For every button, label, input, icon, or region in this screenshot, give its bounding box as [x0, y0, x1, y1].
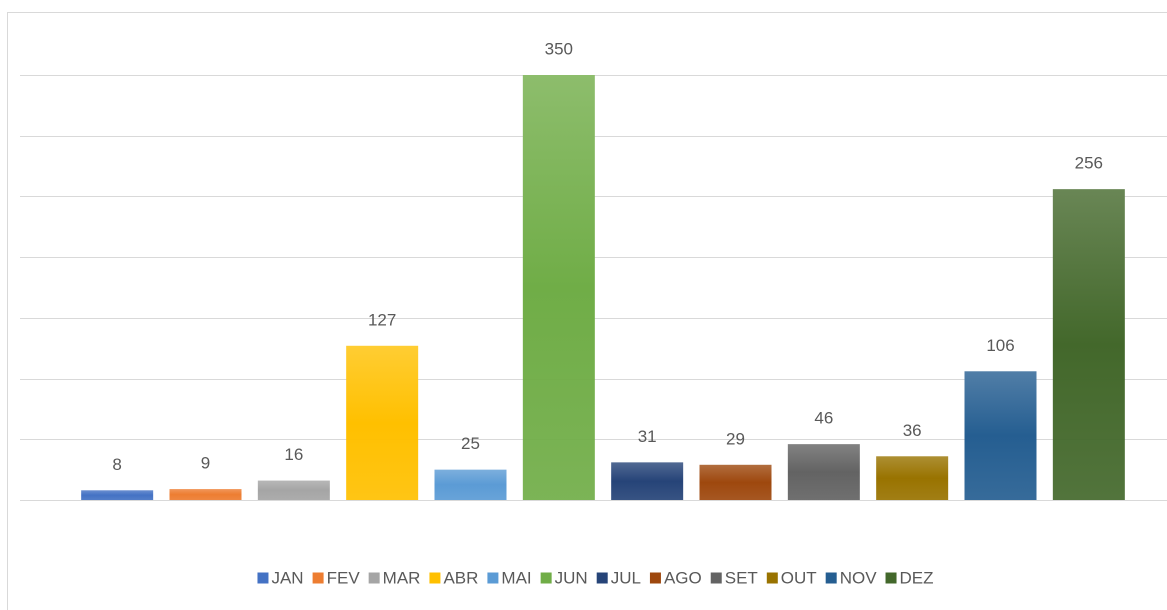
legend-swatch [649, 572, 661, 584]
bar [434, 469, 507, 500]
legend-swatch [825, 572, 837, 584]
legend-swatch [257, 572, 269, 584]
legend-label: DEZ [900, 568, 934, 587]
data-label: 29 [726, 429, 745, 448]
bar [346, 345, 419, 500]
bar [787, 444, 860, 500]
data-label: 256 [1075, 154, 1103, 173]
bar [1052, 189, 1125, 500]
legend-label: MAR [383, 568, 421, 587]
data-label: 25 [461, 434, 480, 453]
legend-label: JAN [271, 568, 303, 587]
data-label: 9 [201, 454, 210, 473]
data-label: 350 [545, 39, 573, 58]
legend-swatch [312, 572, 324, 584]
legend-label: MAI [501, 568, 531, 587]
data-label: 36 [903, 421, 922, 440]
bar [257, 480, 330, 500]
legend-label: SET [725, 568, 758, 587]
data-label: 16 [284, 445, 303, 464]
legend-swatch [368, 572, 380, 584]
bar [522, 75, 595, 500]
legend-label: FEV [327, 568, 361, 587]
bar [611, 462, 684, 500]
legend-swatch [540, 572, 552, 584]
legend-swatch [885, 572, 897, 584]
legend-label: AGO [664, 568, 702, 587]
legend-label: ABR [443, 568, 478, 587]
bar [81, 490, 154, 500]
legend-label: OUT [781, 568, 817, 587]
bar [169, 489, 242, 500]
bar [699, 464, 772, 500]
data-label: 127 [368, 310, 396, 329]
legend-label: NOV [840, 568, 878, 587]
data-label: 31 [638, 427, 657, 446]
legend-swatch [766, 572, 778, 584]
bar [964, 371, 1037, 500]
legend-swatch [710, 572, 722, 584]
data-label: 8 [112, 455, 121, 474]
data-label: 46 [814, 409, 833, 428]
bar [876, 456, 949, 500]
legend-label: JUL [611, 568, 641, 587]
legend-swatch [596, 572, 608, 584]
legend-swatch [487, 572, 499, 584]
data-label: 106 [986, 336, 1014, 355]
legend-label: JUN [555, 568, 588, 587]
legend-swatch [429, 572, 441, 584]
